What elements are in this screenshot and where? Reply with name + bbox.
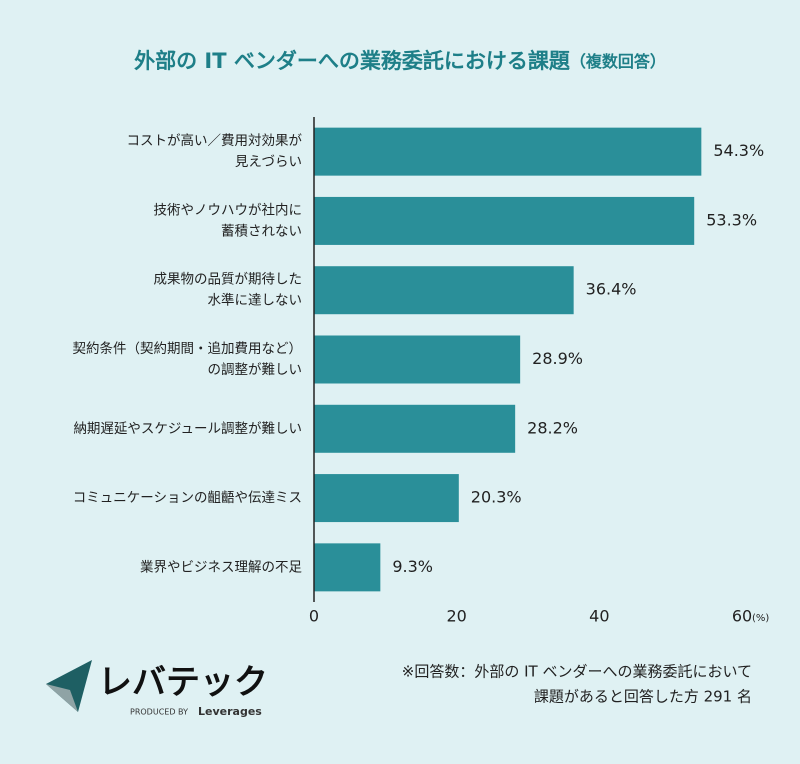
y-tick-label: 契約条件（契約期間・追加費用など） [73,340,303,357]
y-tick-label: 技術やノウハウが社内に [154,202,303,218]
footnote: ※回答数：外部の IT ベンダーへの業務委託において [402,663,752,681]
y-tick-label: の調整が難しい [208,362,303,378]
logo-name: レバテック [98,663,268,703]
bar [314,474,459,523]
value-label: 9.3% [392,557,433,576]
y-tick-label: 見えづらい [235,154,302,170]
logo-mark-shade [46,684,78,712]
x-unit: (%) [752,613,769,624]
x-tick-label: 40 [589,607,609,626]
bar [314,543,381,592]
y-tick-label: 蓄積されない [221,223,302,239]
y-tick-label: 水準に達しない [208,293,303,309]
bar [314,335,521,384]
bar [314,127,702,176]
title-note: （複数回答） [570,52,666,71]
chart-title: 外部の IT ベンダーへの業務委託における課題（複数回答） [134,49,666,73]
footnote: 課題があると回答した方 291 名 [534,688,752,706]
bar [314,266,574,315]
value-label: 53.3% [706,210,757,229]
value-label: 28.9% [532,349,583,368]
logo-company: Leverages [198,705,262,718]
value-label: 54.3% [713,141,764,160]
y-tick-label: コミュニケーションの齟齬や伝達ミス [73,490,302,506]
y-tick-label: 成果物の品質が期待した [154,272,303,288]
title-main: 外部の IT ベンダーへの業務委託における課題 [134,49,571,73]
bar [314,196,695,245]
x-tick-label: 60 [732,607,752,626]
value-label: 28.2% [527,418,578,437]
logo: レバテック PRODUCED BY Leverages [46,660,268,718]
y-tick-label: 納期遅延やスケジュール調整が難しい [73,421,302,437]
x-tick-label: 20 [446,607,466,626]
x-tick-label: 0 [309,607,319,626]
value-label: 20.3% [471,488,522,507]
y-tick-label: 業界やビジネス理解の不足 [140,559,302,575]
logo-mark [46,660,92,712]
y-tick-label: コストが高い／費用対効果が [127,132,303,149]
value-label: 36.4% [586,280,637,299]
bar [314,404,516,453]
logo-produced-by: PRODUCED BY [130,708,188,717]
